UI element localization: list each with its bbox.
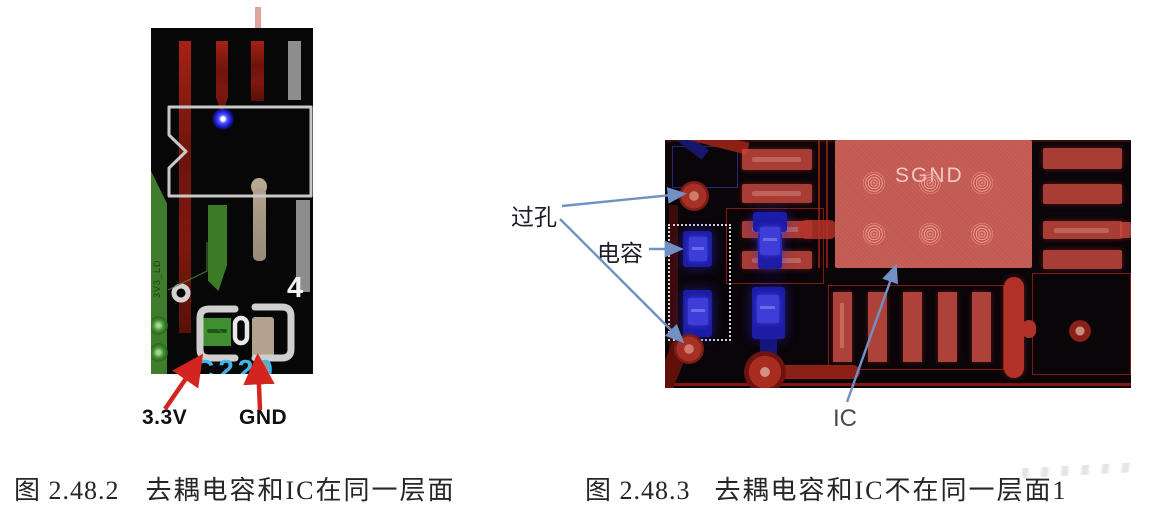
figure-number: 图 2.48.3 <box>585 476 691 505</box>
pcb-screenshot-top-layer: 3V3_LD 4 C220 <box>151 28 313 374</box>
capsule-bump <box>1022 320 1036 338</box>
power-trace <box>179 41 191 333</box>
capacitor-pad <box>688 298 708 325</box>
green-pad-via <box>151 316 168 335</box>
signal-trace <box>288 41 301 100</box>
capacitor-pad <box>760 227 780 255</box>
pcb-screenshot-bottom-layer: SGND <box>665 140 1131 388</box>
green-pad-via <box>151 343 168 362</box>
ic-pad-vertical <box>868 292 887 362</box>
callout-via-top <box>561 187 687 208</box>
pad-bump <box>1120 222 1131 238</box>
gnd-cap-pad <box>252 317 274 358</box>
ic-pad <box>1043 184 1122 204</box>
stitching-via <box>971 223 993 245</box>
ic-pad-vertical <box>833 292 852 362</box>
silkscreen-overlay <box>167 105 313 362</box>
solder-pin-shaft <box>253 188 266 261</box>
silk-number: 4 <box>287 272 304 304</box>
label-via: 过孔 <box>511 205 557 230</box>
via-ring <box>171 283 191 303</box>
figure-number: 图 2.48.2 <box>14 476 120 505</box>
caption-left: 图 2.48.2 去耦电容和IC在同一层面 <box>14 470 456 507</box>
cap-pad-text-blur <box>207 329 227 333</box>
stitching-via <box>863 223 885 245</box>
ic-pad <box>742 149 812 170</box>
sgnd-plane: SGND <box>835 140 1032 268</box>
thin-red-trace <box>826 140 828 268</box>
cap-refdes: C220 <box>194 354 277 374</box>
green-trace <box>208 205 227 291</box>
label-capacitor: 电容 <box>597 241 643 266</box>
thin-red-trace <box>818 140 820 268</box>
pad-stub-trace <box>798 220 838 239</box>
figure-title: 去耦电容和IC在同一层面 <box>145 476 456 505</box>
label-gnd: GND <box>239 406 288 429</box>
trace-artifact <box>255 7 261 29</box>
caption-right: 图 2.48.3 去耦电容和IC不在同一层面1 <box>585 470 1068 507</box>
label-ic: IC <box>833 405 857 432</box>
stitching-via <box>971 172 993 194</box>
route-outline <box>828 285 1004 370</box>
cap-bracket-left <box>196 305 239 362</box>
via-small <box>1067 318 1093 344</box>
via-large <box>744 351 786 388</box>
power-trace <box>216 41 228 115</box>
ic-pad-vertical <box>903 292 922 362</box>
ic-courtyard-outline <box>167 105 313 198</box>
label-3v3: 3.3V <box>142 406 188 429</box>
cap-bracket-right <box>251 303 295 362</box>
ic-pad <box>1043 148 1122 169</box>
capsule-trace <box>1004 277 1024 378</box>
via-bottom <box>674 334 704 364</box>
board-edge-line <box>665 383 1131 386</box>
thin-green-trace <box>210 321 232 343</box>
thin-green-trace <box>167 242 208 291</box>
figure-title: 去耦电容和IC不在同一层面1 <box>714 476 1068 505</box>
stitching-via <box>919 172 941 194</box>
power-trace <box>251 41 264 101</box>
blue-via <box>212 108 234 130</box>
ic-pad-vertical <box>972 292 991 362</box>
ic-pad <box>1043 250 1122 269</box>
signal-trace <box>296 200 310 292</box>
via-top <box>679 181 709 211</box>
ic-pad <box>1043 221 1122 239</box>
cap-divider-pad <box>232 315 250 346</box>
capacitor-pad <box>689 237 707 261</box>
ic-pad <box>742 184 812 203</box>
trace-horizontal <box>765 365 860 379</box>
stitching-via <box>863 172 885 194</box>
ic-pad-vertical <box>938 292 957 362</box>
route-outline <box>726 208 824 284</box>
stitching-via <box>919 223 941 245</box>
capacitor-pad <box>757 295 779 323</box>
